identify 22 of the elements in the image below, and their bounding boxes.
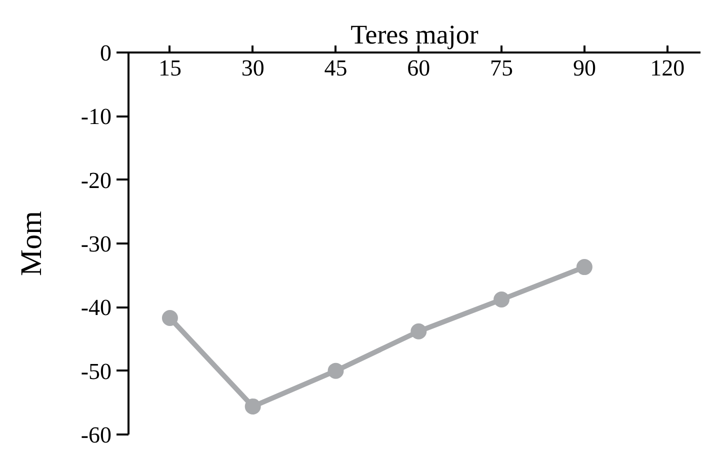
y-tick-label: 0	[100, 40, 112, 66]
x-tick-label: 90	[572, 56, 596, 80]
x-tick-label: 30	[241, 56, 264, 80]
point	[162, 310, 178, 326]
y-tick-label: -50	[80, 358, 112, 384]
x-tick-label: 120	[650, 56, 685, 80]
y-tick-label: -30	[80, 232, 112, 256]
point	[494, 292, 510, 308]
y-tick-label: -40	[80, 295, 112, 320]
y-axis-title: Mom	[14, 210, 48, 276]
chart-title: Teres major	[350, 20, 478, 50]
point	[410, 323, 427, 340]
point	[576, 259, 592, 276]
y-tick-label: -20	[80, 168, 112, 193]
x-tick-label: 45	[324, 56, 348, 80]
y-tick-label: -60	[80, 422, 112, 448]
x-tick-label: 15	[158, 56, 182, 80]
x-tick-label: 60	[407, 56, 430, 80]
x-tick-label: 75	[490, 56, 514, 80]
point	[328, 362, 344, 379]
point	[244, 398, 261, 414]
y-tick-label: -10	[80, 104, 112, 130]
